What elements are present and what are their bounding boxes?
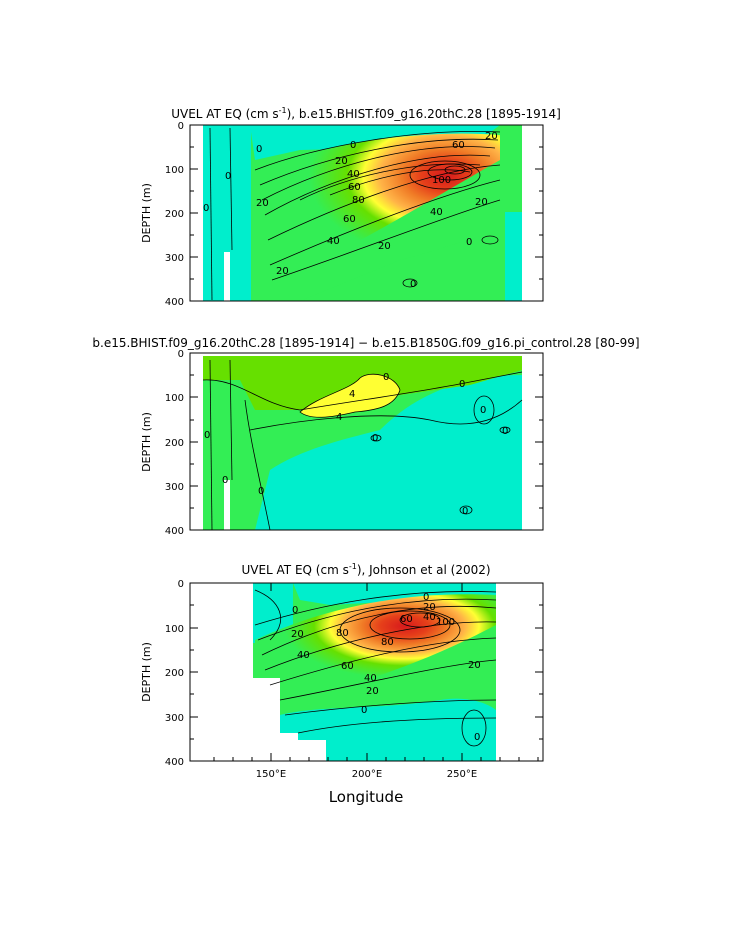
contour-label: 60: [348, 182, 361, 193]
panel-3-xtick-250: 250°E: [447, 769, 477, 780]
panel-2-ytick-0: 0: [178, 349, 184, 360]
panel-1-title: UVEL AT EQ (cm s-1), b.e15.BHIST.f09_g16…: [171, 106, 561, 121]
panel-3-blank-2: [280, 733, 298, 761]
panel-3-contours: [254, 589, 497, 747]
contour-label: 0: [466, 237, 472, 248]
panel-1-contour-labels: 0 20 20 40 60 80 100 60 40 20 20 20 60 4…: [203, 131, 498, 290]
panel-3-blank-1: [253, 678, 280, 761]
contour-label: 100: [436, 617, 455, 628]
contour-label: 20: [475, 197, 488, 208]
panel-2-ytick-100: 100: [165, 393, 184, 404]
contour-label: 60: [343, 214, 356, 225]
contour-label: 0: [350, 140, 356, 151]
contour-label: 40: [423, 612, 436, 623]
contour-label: 0: [480, 405, 486, 416]
contour-label: 0: [462, 506, 468, 517]
panel-3-xtick-200: 200°E: [352, 769, 382, 780]
contour-label: 0: [423, 592, 429, 603]
contour-label: 20: [485, 131, 498, 142]
contour-label: 0: [410, 279, 416, 290]
contour-label: 80: [352, 195, 365, 206]
panel-1-ytick-400: 400: [165, 297, 184, 308]
contour-label: 40: [327, 236, 340, 247]
panel-3: UVEL AT EQ (cm s-1), Johnson et al (2002…: [140, 562, 544, 806]
contour-label: 40: [297, 650, 310, 661]
panel-1-ytick-200: 200: [165, 209, 184, 220]
panel-3-contour-labels: 0 20 20 40 60 80 100 80 60 40 20 40 20 0…: [291, 592, 481, 743]
contour-label: 0: [204, 430, 210, 441]
panel-3-ytick-400: 400: [165, 757, 184, 768]
contour-label: 20: [378, 241, 391, 252]
contour-label: 0: [383, 372, 389, 383]
panel-2-contours: [202, 359, 523, 531]
panel-1-ticks: [190, 124, 543, 302]
contour-label: 20: [256, 198, 269, 209]
contour-label: 60: [452, 140, 465, 151]
panel-3-xlabel: Longitude: [329, 788, 404, 806]
panel-1-ytick-100: 100: [165, 165, 184, 176]
contour-label: 60: [341, 661, 354, 672]
panel-3-xtick-150: 150°E: [256, 769, 286, 780]
contour-label: 40: [347, 169, 360, 180]
contour-label: 40: [364, 673, 377, 684]
panel-2-yellow-patch: [300, 374, 400, 418]
panel-3-title: UVEL AT EQ (cm s-1), Johnson et al (2002…: [241, 562, 490, 577]
panel-1-east-strip: [505, 212, 522, 301]
panel-2-title: b.e15.BHIST.f09_g16.20thC.28 [1895-1914]…: [92, 336, 639, 350]
contour-label: 80: [336, 628, 349, 639]
contour-label: 80: [381, 637, 394, 648]
panel-1-deep-westward: [300, 230, 500, 301]
contour-label: 20: [291, 629, 304, 640]
contour-label: 0: [222, 475, 228, 486]
contour-label: 0: [203, 203, 209, 214]
panel-3-ytick-200: 200: [165, 668, 184, 679]
panel-1-gap-1: [224, 252, 230, 301]
panel-1-contours: [209, 127, 501, 301]
contour-label: 20: [335, 156, 348, 167]
panel-3-surface-westward: [293, 583, 496, 605]
contour-label: 100: [432, 175, 451, 186]
contour-label: 0: [502, 426, 508, 437]
contour-label: 4: [349, 389, 355, 400]
contour-label: 0: [459, 379, 465, 390]
contour-label: 20: [468, 660, 481, 671]
contour-label: 0: [372, 433, 378, 444]
panel-2-ytick-200: 200: [165, 438, 184, 449]
panel-1-undercurrent-core: [252, 133, 500, 285]
contour-label: 0: [361, 705, 367, 716]
panel-2-ylabel: DEPTH (m): [140, 412, 153, 472]
panel-2-ytick-400: 400: [165, 526, 184, 537]
panel-1-ytick-300: 300: [165, 253, 184, 264]
contour-label: 0: [258, 486, 264, 497]
contour-label: 0: [474, 732, 480, 743]
contour-label: 20: [423, 602, 436, 613]
panel-3-deep-westward: [280, 698, 496, 761]
panel-3-ytick-300: 300: [165, 713, 184, 724]
panel-1-ytick-0: 0: [178, 121, 184, 132]
contour-label: 60: [400, 614, 413, 625]
panel-2-gap-1: [224, 480, 230, 530]
panel-2-contour-labels: 4 4 0 0 0 0 0 0 0 0 0: [204, 372, 508, 517]
panel-2-ticks: [190, 352, 543, 531]
contour-label: 20: [276, 266, 289, 277]
contour-label: 40: [430, 207, 443, 218]
panel-1: UVEL AT EQ (cm s-1), b.e15.BHIST.f09_g16…: [140, 106, 561, 308]
contour-label: 0: [256, 144, 262, 155]
panel-3-ylabel: DEPTH (m): [140, 642, 153, 702]
contour-label: 4: [336, 412, 342, 423]
contour-label: 0: [292, 605, 298, 616]
contour-label: 0: [225, 171, 231, 182]
panel-2-ytick-300: 300: [165, 482, 184, 493]
panel-3-blank-3: [298, 740, 326, 761]
contour-label: 20: [366, 686, 379, 697]
panel-2: b.e15.BHIST.f09_g16.20thC.28 [1895-1914]…: [92, 336, 639, 537]
panel-3-ytick-0: 0: [178, 579, 184, 590]
panel-3-ytick-100: 100: [165, 624, 184, 635]
panel-3-ticks: [190, 582, 543, 762]
panel-1-ylabel: DEPTH (m): [140, 183, 153, 243]
